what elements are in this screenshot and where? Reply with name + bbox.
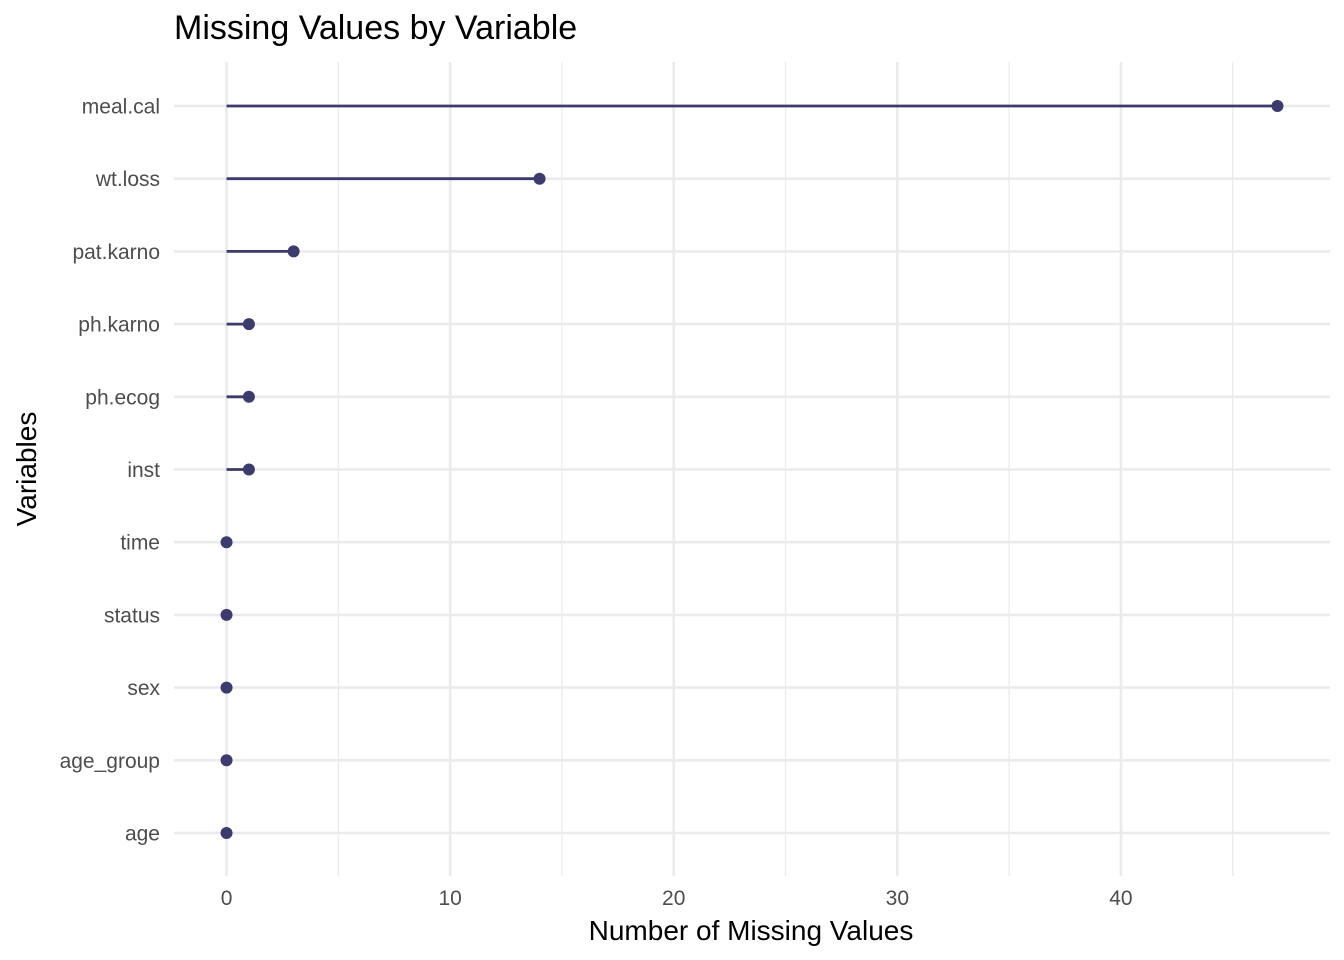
lollipop-point (220, 681, 233, 694)
y-tick-label: age (125, 823, 160, 846)
x-tick-label: 40 (1109, 887, 1132, 910)
y-tick-label: status (104, 604, 160, 627)
y-axis-tick-labels: meal.cal wt.loss pat.karno ph.karno ph.ecog i… (60, 96, 161, 846)
lollipop-point (220, 827, 233, 839)
chart-title: Missing Values by Variable (174, 9, 577, 47)
lollipop-point (287, 245, 300, 258)
lollipop-point (242, 463, 255, 476)
lollipop-point (533, 172, 546, 185)
y-tick-label: sex (127, 677, 160, 700)
x-axis-tick-labels: 0 10 20 30 40 (221, 887, 1133, 910)
lollipop-point (242, 390, 255, 403)
y-tick-label: ph.karno (78, 314, 160, 337)
x-tick-label: 10 (438, 887, 461, 910)
y-tick-label: wt.loss (95, 168, 160, 191)
y-tick-label: time (120, 532, 160, 555)
y-tick-label: age_group (60, 750, 160, 773)
y-tick-label: pat.karno (72, 241, 160, 264)
lollipop-point (220, 536, 233, 549)
x-tick-label: 20 (662, 887, 685, 910)
y-tick-label: inst (127, 459, 160, 482)
grid-layer (174, 62, 1330, 876)
lollipop-point (220, 754, 233, 767)
x-tick-label: 0 (221, 887, 233, 910)
lollipop-point (242, 318, 255, 331)
x-tick-label: 30 (886, 887, 909, 910)
marks-layer (220, 100, 1284, 839)
y-tick-label: ph.ecog (85, 386, 160, 409)
lollipop-point (220, 608, 233, 621)
y-axis-title: Variables (11, 412, 42, 527)
y-tick-label: meal.cal (82, 96, 160, 119)
x-axis-title: Number of Missing Values (589, 915, 914, 946)
lollipop-point (1271, 100, 1284, 112)
